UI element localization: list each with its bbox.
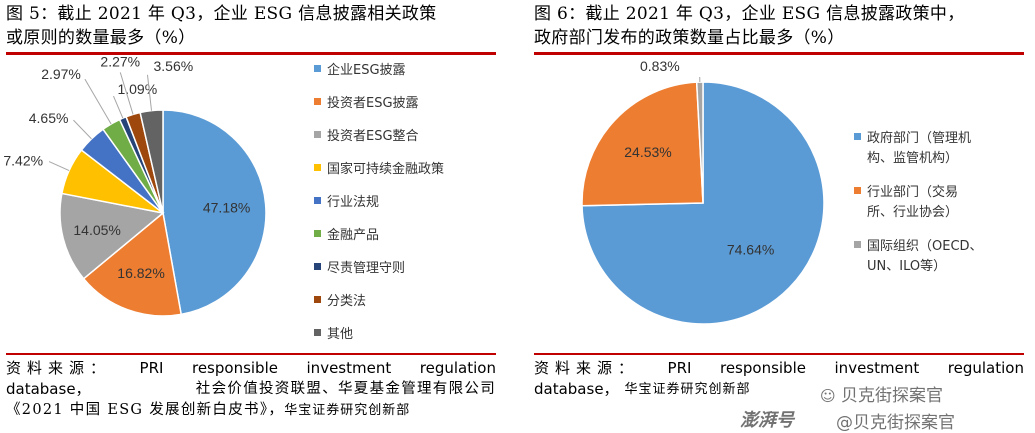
- legend-label: 投资者ESG整合: [327, 128, 419, 144]
- legend-label: 分类法: [327, 294, 366, 309]
- legend-label: 国际组织（OECD、: [867, 239, 983, 254]
- legend-swatch: [314, 296, 321, 303]
- legend-swatch: [314, 98, 321, 105]
- figure-5-title: 图 5：截止 2021 年 Q3，企业 ESG 信息披露相关政策 或原则的数量最…: [6, 2, 496, 50]
- source-word: responsible: [191, 359, 278, 377]
- source-word: regulation: [947, 359, 1024, 377]
- thepaper-handle: @贝克街探案官: [836, 408, 955, 433]
- source-report-title: 《2021 中国 ESG 发展创新白皮书》，: [6, 402, 285, 418]
- legend-label: UN、ILO等）: [867, 258, 946, 274]
- leader-line: [73, 119, 92, 140]
- figure-5-panel: 图 5：截止 2021 年 Q3，企业 ESG 信息披露相关政策 或原则的数量最…: [0, 0, 507, 433]
- figure-5-title-rule: [6, 52, 496, 55]
- figure-5-title-line2: 或原则的数量最多（%）: [6, 28, 196, 48]
- slice-value-label: 7.42%: [3, 153, 43, 169]
- legend-label: 行业法规: [327, 195, 379, 210]
- source-label: 资料来源：: [6, 359, 112, 377]
- leader-line: [146, 74, 153, 111]
- source-word: database，: [6, 380, 91, 398]
- legend-swatch: [854, 241, 861, 248]
- slice-value-label: 47.18%: [203, 199, 250, 215]
- legend-swatch: [314, 131, 321, 138]
- figure-6-title-line1: 图 6：截止 2021 年 Q3，企业 ESG 信息披露政策中，: [534, 4, 965, 24]
- slice-value-label: 16.82%: [117, 265, 164, 281]
- legend-swatch: [314, 263, 321, 270]
- slice-value-label: 0.83%: [640, 58, 680, 74]
- legend-swatch: [854, 133, 861, 140]
- slice-value-label: 74.64%: [727, 242, 774, 258]
- slice-value-label: 1.09%: [117, 81, 157, 97]
- source-label: 资料来源：: [534, 359, 640, 377]
- slice-value-label: 2.27%: [100, 53, 140, 69]
- source-word: investment: [306, 359, 392, 377]
- legend-swatch: [314, 197, 321, 204]
- wechat-watermark-text: 贝克街探案官: [841, 386, 944, 406]
- pie-slice: [59, 192, 165, 280]
- slice-value-label: 4.65%: [29, 110, 69, 126]
- source-publisher: 社会价值投资联盟、华夏基金管理有限公司: [195, 381, 496, 397]
- source-word: responsible: [719, 359, 806, 377]
- figure-5-source: 资料来源： PRI responsible investment regulat…: [6, 358, 496, 421]
- source-word: PRI: [667, 359, 692, 377]
- source-dept: 华宝证券研究创新部: [284, 403, 411, 418]
- legend-swatch: [854, 187, 861, 194]
- figure-6-title-rule: [534, 52, 1024, 55]
- slice-value-label: 14.05%: [73, 222, 120, 238]
- figure-6-panel: 图 6：截止 2021 年 Q3，企业 ESG 信息披露政策中， 政府部门发布的…: [528, 0, 1035, 433]
- legend-label: 企业ESG披露: [327, 62, 406, 78]
- slice-value-label: 3.56%: [153, 58, 193, 74]
- wechat-icon: ☺: [820, 387, 836, 405]
- pie-slice: [139, 109, 164, 214]
- legend-swatch: [314, 164, 321, 171]
- source-word: regulation: [419, 359, 496, 377]
- slice-value-label: 24.53%: [624, 144, 671, 160]
- leader-line: [84, 78, 112, 125]
- slice-value-label: 2.97%: [41, 66, 81, 82]
- source-dept: 华宝证券研究创新部: [624, 382, 751, 397]
- figure-5-pie-chart: 47.18% 16.82% 14.05% 7.42% 4.65% 2.97% 1.09% 2.…: [3, 53, 444, 342]
- legend-label: 尽责管理守则: [327, 261, 405, 276]
- legend-swatch: [314, 65, 321, 72]
- pie-slice: [581, 81, 704, 207]
- thepaper-logo: 澎湃号: [740, 406, 794, 432]
- figure-6-title-line2: 政府部门发布的政策数量占比最多（%）: [534, 28, 845, 48]
- legend-label: 其他: [327, 327, 353, 342]
- source-word: investment: [834, 359, 920, 377]
- leader-line: [119, 72, 134, 115]
- pie-slice: [162, 109, 267, 316]
- figure-5-title-line1: 图 5：截止 2021 年 Q3，企业 ESG 信息披露相关政策: [6, 4, 437, 24]
- source-word: PRI: [139, 359, 164, 377]
- figure-6-source: 资料来源： PRI responsible investment regulat…: [534, 358, 1024, 400]
- legend-label: 金融产品: [327, 227, 379, 243]
- source-word: database，: [534, 380, 619, 398]
- thepaper-logo-text: 澎湃号: [740, 410, 794, 431]
- legend-label: 所、行业协会）: [867, 205, 958, 220]
- legend-label: 政府部门（管理机: [867, 131, 971, 146]
- legend-label: 国家可持续金融政策: [327, 161, 444, 177]
- leader-line: [48, 161, 70, 172]
- pie-slice: [82, 211, 183, 317]
- legend-label: 构、监管机构）: [867, 151, 958, 166]
- legend-swatch: [314, 329, 321, 336]
- legend-swatch: [314, 230, 321, 237]
- thepaper-handle-text: @贝克街探案官: [836, 413, 955, 433]
- wechat-watermark: ☺ 贝克街探案官: [820, 381, 943, 406]
- leader-line: [113, 95, 124, 119]
- legend-label: 投资者ESG披露: [327, 95, 419, 111]
- figure-6-source-rule: [534, 353, 1024, 355]
- legend-label: 行业部门（交易: [867, 184, 958, 200]
- figure-6-title: 图 6：截止 2021 年 Q3，企业 ESG 信息披露政策中， 政府部门发布的…: [534, 2, 1024, 50]
- figure-5-source-rule: [6, 353, 496, 355]
